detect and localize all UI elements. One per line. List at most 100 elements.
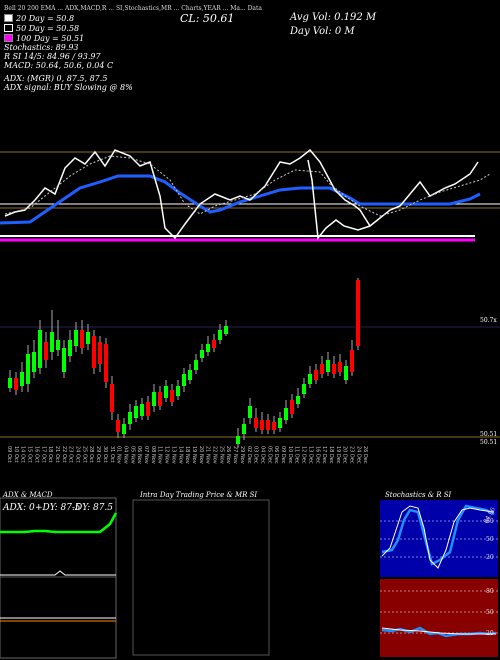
- date-label: 21 Oct: [54, 446, 60, 463]
- candle: [350, 350, 354, 372]
- candle: [68, 340, 72, 356]
- candle: [170, 390, 174, 402]
- date-label: 22 Nov: [212, 446, 218, 464]
- adx-panel-title: ADX & MACD: [3, 491, 53, 499]
- candle: [164, 386, 168, 398]
- candle: [176, 386, 180, 396]
- date-label: 06 Dec: [273, 446, 279, 464]
- candle: [320, 364, 324, 374]
- candle: [272, 422, 276, 430]
- candle: [44, 342, 48, 360]
- date-label: 24 Oct: [75, 446, 81, 463]
- swatch-icon: [4, 24, 13, 32]
- date-label: 18 Oct: [47, 446, 53, 463]
- date-label: 18 Nov: [184, 446, 190, 464]
- candle: [38, 330, 42, 368]
- date-label: 09 Dec: [280, 446, 286, 464]
- date-label: 20 Nov: [198, 446, 204, 464]
- date-label: 30 Oct: [102, 446, 108, 463]
- candle: [146, 402, 150, 416]
- date-label: 11 Nov: [157, 446, 163, 464]
- candle: [74, 330, 78, 346]
- date-label: 08 Nov: [150, 446, 156, 464]
- date-label: 25 Nov: [218, 446, 224, 464]
- candle: [266, 420, 270, 430]
- date-label: 12 Dec: [301, 446, 307, 464]
- date-label: 22 Oct: [61, 446, 67, 463]
- blue-ma-line: [0, 174, 481, 225]
- date-label: 18 Dec: [328, 446, 334, 464]
- candle: [242, 424, 246, 434]
- date-label: 20 Dec: [342, 446, 348, 464]
- date-label: 14 Oct: [20, 446, 26, 463]
- date-label: 03 Dec: [253, 446, 259, 464]
- candle: [344, 366, 348, 380]
- candle: [188, 370, 192, 380]
- candle: [326, 360, 330, 372]
- date-label: 23 Dec: [349, 446, 355, 464]
- candle: [194, 360, 198, 370]
- candle: [308, 374, 312, 384]
- stoch-tick-20: 20: [486, 554, 494, 561]
- price-label-lower1: 50.51: [480, 431, 498, 438]
- candle: [116, 420, 120, 432]
- date-label: 17 Dec: [321, 446, 327, 464]
- candle: [56, 340, 60, 350]
- date-label: 11 Dec: [294, 446, 300, 464]
- candle: [140, 404, 144, 416]
- date-label: 10 Oct: [13, 446, 19, 463]
- day-vol: Day Vol: 0 M: [290, 26, 355, 37]
- date-label: 26 Dec: [362, 446, 368, 464]
- legend-stochastics: Stochastics: 89.93: [4, 43, 79, 52]
- adx-readout-mid: +DY: 87.5: [35, 503, 81, 513]
- date-label: 13 Nov: [170, 446, 176, 464]
- cl-label: CL: 50.61: [180, 12, 235, 25]
- candle: [284, 408, 288, 420]
- stoch-white-line: [381, 505, 495, 569]
- white-stoch-line: [4, 148, 479, 240]
- date-label: 29 Oct: [95, 446, 101, 463]
- candle: [200, 350, 204, 358]
- date-label: 04 Nov: [122, 446, 128, 464]
- rsi-tick-50: 50: [486, 609, 494, 616]
- date-label: 06 Nov: [136, 446, 142, 464]
- candle: [92, 336, 96, 368]
- date-label: 19 Dec: [335, 446, 341, 464]
- candle: [128, 412, 132, 424]
- candle: [248, 406, 252, 418]
- date-label: 13 Dec: [307, 446, 313, 464]
- date-label: 10 Dec: [287, 446, 293, 464]
- legend-item-50: 50 Day = 50.58: [4, 23, 262, 33]
- date-label: 16 Oct: [33, 446, 39, 463]
- adx-readout-right: -DY: 87.5: [72, 503, 114, 513]
- intraday-panel: [132, 499, 270, 656]
- rsi-white-line: [381, 627, 496, 635]
- candle: [80, 330, 84, 348]
- candle: [8, 378, 12, 388]
- candle: [356, 280, 360, 346]
- date-label: 05 Dec: [266, 446, 272, 464]
- avg-vol: Avg Vol: 0.192 M: [290, 12, 377, 23]
- candle: [206, 344, 210, 352]
- legend-r: R SI 14/5: 84.96 / 93.97: [4, 52, 101, 61]
- stoch-tick-80: 80: [486, 518, 494, 525]
- date-label: 26 Nov: [225, 446, 231, 464]
- dotted-stoch-line: [4, 155, 491, 217]
- candle: [62, 348, 66, 372]
- candle: [182, 374, 186, 386]
- candle: [32, 352, 36, 372]
- date-label: 16 Dec: [314, 446, 320, 464]
- rsi-tick-80: 80: [486, 588, 494, 595]
- candle: [278, 418, 282, 428]
- stoch-blue-line: [381, 504, 495, 566]
- candle: [104, 344, 108, 382]
- candle: [14, 378, 18, 390]
- date-label: 25 Oct: [81, 446, 87, 463]
- date-label: 21 Nov: [205, 446, 211, 464]
- header-top-line: Bell 20 200 EMA ... ADX,MACD,R ... SI,St…: [4, 5, 262, 12]
- candle: [20, 372, 24, 386]
- date-label: 01 Nov: [116, 446, 122, 464]
- adx-panel: [0, 497, 117, 659]
- candle: [50, 332, 54, 352]
